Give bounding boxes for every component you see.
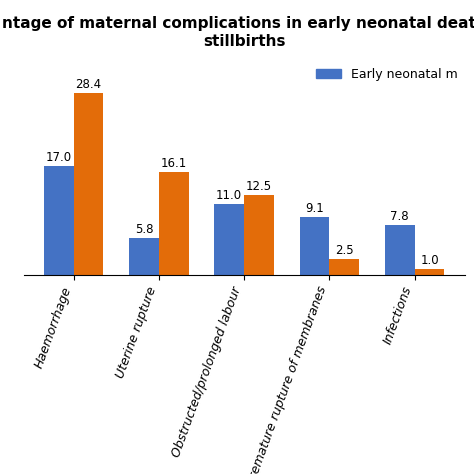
- Text: 28.4: 28.4: [75, 78, 101, 91]
- Bar: [300, 217, 329, 275]
- Bar: [415, 268, 445, 275]
- Bar: [244, 195, 274, 275]
- Bar: [214, 204, 244, 275]
- Text: 12.5: 12.5: [246, 180, 272, 193]
- Text: 9.1: 9.1: [305, 201, 324, 215]
- Title: ntage of maternal complications in early neonatal death
stillbirths: ntage of maternal complications in early…: [2, 17, 474, 49]
- Text: 7.8: 7.8: [391, 210, 409, 223]
- Bar: [129, 238, 159, 275]
- Bar: [159, 172, 189, 275]
- Bar: [385, 225, 415, 275]
- Text: 1.0: 1.0: [420, 254, 439, 266]
- Legend: Early neonatal m: Early neonatal m: [311, 63, 463, 86]
- Text: 2.5: 2.5: [335, 244, 354, 257]
- Text: 5.8: 5.8: [135, 223, 153, 236]
- Text: 16.1: 16.1: [161, 157, 187, 170]
- Text: 11.0: 11.0: [216, 190, 242, 202]
- Bar: [329, 259, 359, 275]
- Bar: [44, 166, 73, 275]
- Text: 17.0: 17.0: [46, 151, 72, 164]
- Bar: [73, 93, 103, 275]
